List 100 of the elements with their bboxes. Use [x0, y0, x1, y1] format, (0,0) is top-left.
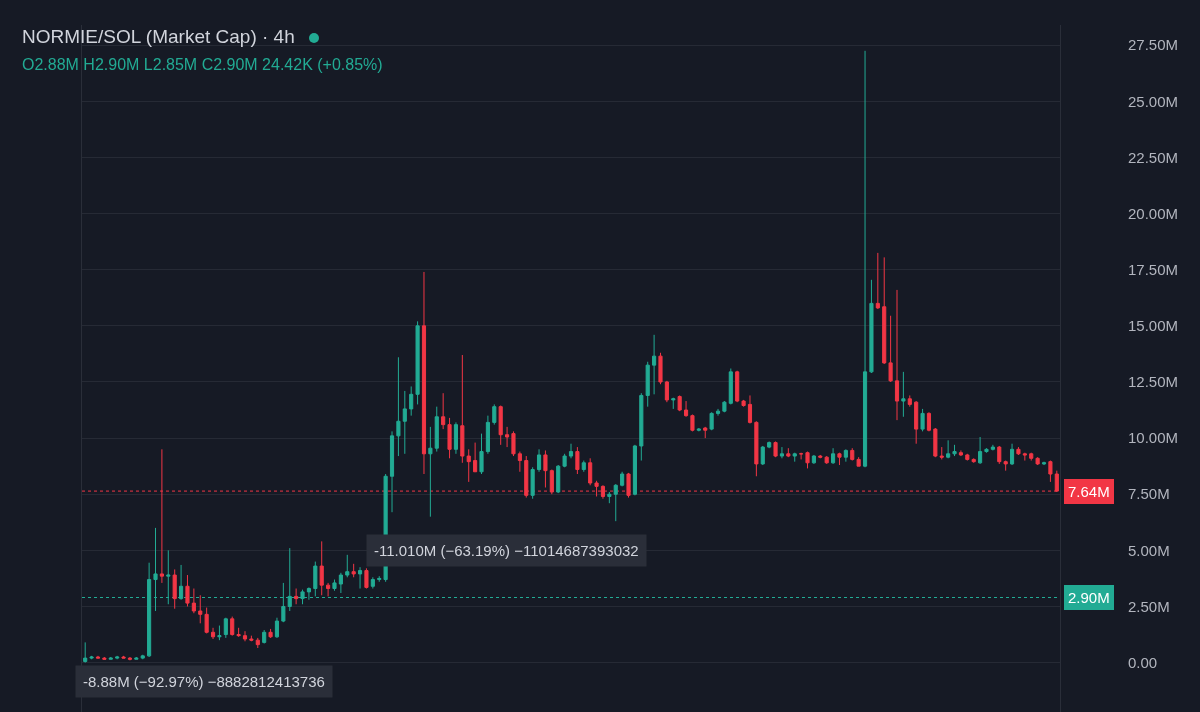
candlestick — [492, 403, 497, 426]
candlestick — [703, 427, 708, 439]
candlestick — [530, 466, 535, 500]
candlestick — [613, 483, 618, 522]
candlestick — [792, 452, 797, 463]
candlestick — [1009, 443, 1015, 466]
candlestick — [242, 630, 248, 642]
candlestick — [543, 449, 548, 488]
candlestick — [268, 628, 273, 639]
candlestick — [933, 427, 938, 458]
candlestick — [990, 444, 995, 450]
candlestick — [441, 392, 446, 430]
y-tick-label: 0.00 — [1128, 653, 1158, 671]
y-tick-label: 17.50M — [1128, 260, 1179, 278]
candlestick — [882, 256, 887, 365]
candlestick — [952, 444, 957, 457]
candlestick — [511, 430, 516, 457]
candlestick — [485, 415, 490, 455]
candlestick — [115, 655, 120, 660]
candlestick — [498, 405, 503, 446]
candlestick — [811, 454, 816, 465]
candlestick — [357, 566, 363, 590]
candlestick — [850, 447, 855, 462]
candlestick — [262, 629, 267, 645]
candlestick — [696, 427, 701, 432]
candlestick — [671, 397, 676, 410]
candlestick — [479, 433, 484, 475]
candlestick — [575, 446, 580, 475]
candlestick — [875, 252, 880, 310]
annotation: -11.010M (−63.19%) −11014687393032 — [374, 542, 639, 559]
candlestick — [127, 656, 133, 661]
candlestick — [102, 656, 107, 660]
candlestick — [466, 448, 471, 483]
candlestick — [402, 390, 407, 455]
candlestick — [1003, 461, 1008, 472]
candlestick — [843, 448, 848, 463]
candlestick — [894, 289, 900, 421]
candlestick — [549, 469, 554, 495]
candlestick — [722, 400, 727, 413]
candlestick — [274, 617, 280, 639]
candlestick — [946, 439, 951, 458]
candlestick — [1022, 452, 1027, 462]
candlestick — [767, 440, 772, 449]
candlestick — [747, 394, 753, 424]
candlestick — [620, 471, 625, 487]
candlestick — [677, 394, 682, 412]
candlestick — [473, 442, 478, 473]
ref-line-label: 7.64M — [1068, 483, 1110, 500]
candlestick — [837, 453, 842, 466]
candlestick — [690, 414, 695, 432]
ref-line-label: 2.90M — [1068, 589, 1110, 606]
candlestick — [204, 607, 209, 634]
candlestick — [249, 635, 254, 642]
candlestick — [581, 460, 586, 473]
chart-title: NORMIE/SOL (Market Cap) · 4h — [22, 26, 295, 47]
candlestick — [434, 406, 439, 453]
candlestick — [140, 654, 145, 660]
candlestick — [939, 446, 944, 460]
candlestick — [862, 50, 868, 468]
candlestick — [907, 394, 912, 408]
candlestick — [236, 627, 241, 638]
candlestick — [735, 370, 740, 403]
y-tick-label: 27.50M — [1128, 36, 1179, 54]
candlestick — [83, 641, 88, 662]
candlestick — [428, 426, 433, 518]
candlestick — [191, 588, 196, 614]
candlestick — [588, 457, 593, 486]
candlestick — [409, 385, 414, 417]
candlestick — [447, 417, 452, 459]
candlestick — [172, 568, 177, 610]
candlestick — [773, 440, 778, 458]
y-tick-label: 2.50M — [1128, 597, 1170, 615]
candlestick — [396, 356, 401, 457]
candlestick — [1029, 452, 1034, 462]
candlestick — [326, 582, 331, 597]
candlestick — [415, 320, 420, 405]
candlestick — [147, 562, 152, 658]
candlestick — [230, 616, 235, 637]
candlestick — [319, 540, 324, 596]
candlestick — [920, 408, 925, 432]
candlestick — [831, 447, 836, 465]
candlestick — [134, 656, 139, 660]
candlestick — [332, 579, 337, 592]
candlestick — [1048, 460, 1053, 483]
candlestick — [223, 617, 228, 639]
candlestick — [869, 279, 874, 374]
candlestick — [709, 411, 714, 431]
candlestick — [888, 315, 893, 383]
candlestick — [914, 400, 919, 445]
candlestick — [89, 655, 94, 660]
candlestick — [351, 563, 356, 578]
candlestick — [901, 371, 906, 418]
candlestick — [1041, 461, 1047, 466]
candlestick — [313, 561, 318, 597]
y-tick-label: 15.00M — [1128, 317, 1179, 335]
candlestick — [421, 271, 427, 475]
candlestick — [760, 445, 765, 466]
candlestick — [95, 655, 101, 659]
candlestick — [556, 464, 561, 494]
candlestick — [536, 448, 542, 473]
